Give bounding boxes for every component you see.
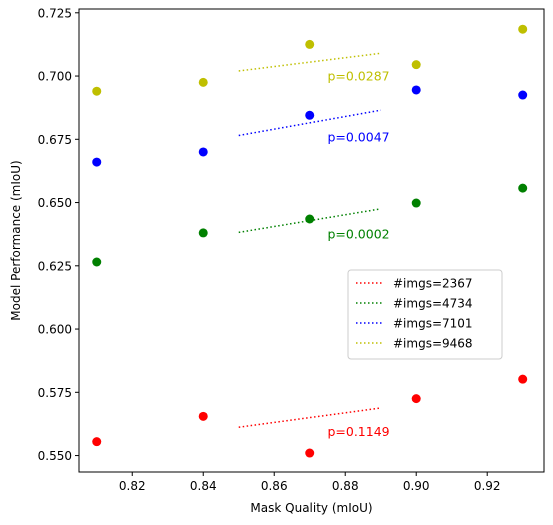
data-point — [92, 157, 102, 167]
legend: #imgs=2367 #imgs=4734 #imgs=7101 #imgs=9468 — [347, 269, 503, 360]
y-tick-label: 0.675 — [38, 133, 72, 147]
y-tick-label: 0.550 — [38, 449, 72, 463]
data-point — [411, 198, 421, 208]
data-point — [411, 85, 421, 95]
data-point — [305, 214, 315, 224]
x-tick-label: 0.86 — [261, 479, 288, 493]
p-value-annotation: p=0.0287 — [327, 69, 389, 84]
y-axis-label: Model Performance (mIoU) — [9, 160, 23, 320]
y-tick-label: 0.650 — [38, 196, 72, 210]
legend-item: #imgs=7101 — [356, 317, 473, 331]
legend-box — [347, 269, 503, 360]
legend-item: #imgs=4734 — [356, 297, 473, 311]
series-3: p=0.0047 — [92, 85, 528, 167]
y-tick-label: 0.700 — [38, 70, 72, 84]
x-tick-label: 0.92 — [474, 479, 501, 493]
series-4: p=0.0287 — [92, 24, 528, 96]
data-point — [518, 90, 528, 100]
p-value-annotation: p=0.1149 — [327, 424, 389, 439]
trend-line — [238, 109, 381, 137]
legend-label: #imgs=7101 — [393, 317, 473, 331]
y-tick-label: 0.625 — [38, 259, 72, 273]
p-value-annotation: p=0.0047 — [327, 129, 389, 144]
data-point — [518, 24, 528, 34]
p-value-annotation: p=0.0002 — [327, 227, 389, 242]
data-point — [92, 257, 102, 267]
y-tick-label: 0.600 — [38, 323, 72, 337]
x-tick-label: 0.88 — [332, 479, 359, 493]
data-point — [518, 183, 528, 193]
data-point — [305, 110, 315, 120]
data-point — [198, 411, 208, 421]
x-tick-label: 0.90 — [403, 479, 430, 493]
data-point — [305, 448, 315, 458]
x-axis-label: Mask Quality (mIoU) — [250, 501, 372, 515]
x-tick-label: 0.82 — [119, 479, 146, 493]
data-point — [411, 394, 421, 404]
data-point — [92, 86, 102, 96]
plot-frame — [78, 8, 545, 473]
y-tick-label: 0.575 — [38, 386, 72, 400]
data-point — [411, 60, 421, 70]
legend-label: #imgs=9468 — [393, 337, 473, 351]
series-2: p=0.0002 — [92, 183, 528, 267]
y-tick-label: 0.725 — [38, 6, 72, 20]
data-point — [305, 39, 315, 49]
legend-item: #imgs=9468 — [356, 337, 473, 351]
axes: 0.82 0.84 0.86 0.88 0.90 0.92 0.550 0.575 0.600 0… — [38, 6, 501, 493]
series-1: p=0.1149 — [92, 374, 528, 458]
legend-label: #imgs=2367 — [393, 277, 473, 291]
data-point — [198, 77, 208, 87]
data-point — [92, 437, 102, 447]
legend-item: #imgs=2367 — [356, 277, 473, 291]
data-point — [518, 374, 528, 384]
x-tick-label: 0.84 — [190, 479, 217, 493]
plot-area: p=0.1149 p=0.0002 p=0.0047 p=0.0287 — [92, 24, 528, 458]
legend-label: #imgs=4734 — [393, 297, 473, 311]
data-point — [198, 228, 208, 238]
data-point — [198, 147, 208, 157]
